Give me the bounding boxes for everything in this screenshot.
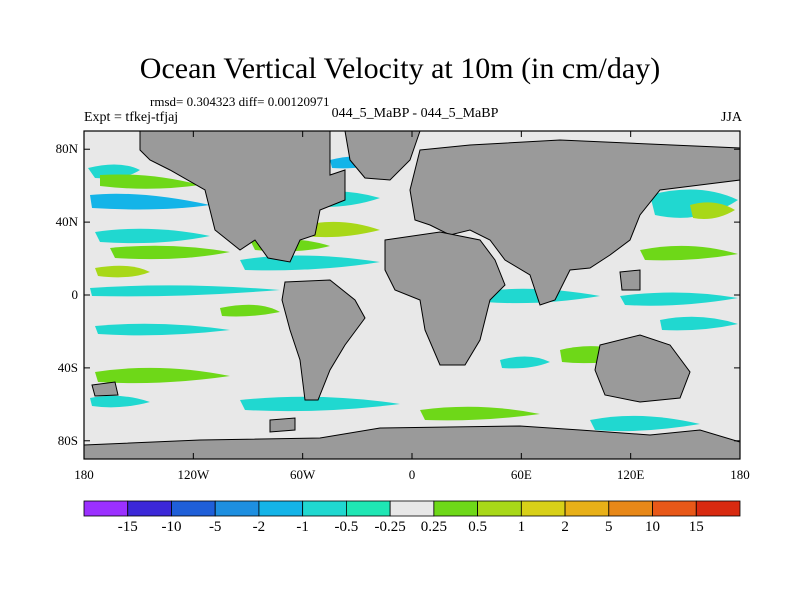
colorbar-tick-label: 15 <box>688 519 704 535</box>
anomaly-region <box>640 245 738 261</box>
colorbar-tick-label: 10 <box>645 519 661 535</box>
colorbar-tick-label: 0.5 <box>468 519 487 535</box>
anomaly-region <box>95 265 150 278</box>
x-tick-label: 180 <box>730 467 750 482</box>
anomaly-region <box>690 202 735 219</box>
landmass-australia <box>594 334 691 403</box>
anomaly-region <box>90 285 280 297</box>
anomaly-region <box>620 292 738 306</box>
colorbar-tick-label: -0.25 <box>374 519 406 535</box>
colorbar-bin <box>520 500 566 517</box>
y-tick-label: 40N <box>55 214 78 230</box>
colorbar-tick-label: -1 <box>296 519 309 535</box>
anomaly-region <box>90 193 210 210</box>
anomaly-region <box>240 396 400 412</box>
landmass-africa <box>384 231 506 366</box>
x-tick-label: 60E <box>510 467 532 482</box>
center-subtitle: 044_5_MaBP - 044_5_MaBP <box>331 106 499 121</box>
stats-line: rmsd= 0.304323 diff= 0.00120971 <box>150 94 330 109</box>
anomaly-region <box>95 367 230 384</box>
landmass-island <box>269 417 296 433</box>
colorbar-bin <box>214 500 260 517</box>
anomaly-region <box>660 316 738 331</box>
y-axis-ticks <box>84 148 740 442</box>
colorbar-bin <box>345 500 391 517</box>
colorbar-bin <box>608 500 653 517</box>
colorbar-bin <box>258 500 304 517</box>
colorbar-bin <box>564 500 610 517</box>
anomaly-region <box>590 415 700 432</box>
colorbar <box>83 500 741 517</box>
colorbar-tick-label: 1 <box>517 519 526 535</box>
anomaly-region <box>100 174 200 189</box>
x-axis-ticks <box>83 131 741 459</box>
colorbar-tick-label: -15 <box>117 519 138 535</box>
colorbar-bin <box>433 500 479 517</box>
colorbar-tick-label: -2 <box>252 519 266 535</box>
anomaly-region <box>300 221 380 238</box>
anomaly-region <box>95 228 210 244</box>
colorbar-bin <box>171 500 216 517</box>
colorbar-bin <box>302 500 347 517</box>
x-tick-label: 0 <box>408 467 416 482</box>
land-masses <box>83 130 741 460</box>
anomaly-region <box>110 245 230 260</box>
experiment-label: Expt = tfkej-tfjaj <box>84 110 179 125</box>
colorbar-bin <box>652 500 697 517</box>
colorbar-bin <box>83 500 129 517</box>
landmass-south-america <box>281 279 366 401</box>
landmass-island <box>619 269 641 291</box>
y-tick-label: 80S <box>57 432 78 448</box>
landmass-north-america <box>139 130 346 263</box>
colorbar-bin <box>695 500 741 517</box>
landmass-island <box>91 381 119 397</box>
colorbar-tick-label: 5 <box>605 519 613 535</box>
x-tick-label: 180 <box>74 467 94 482</box>
colorbar-bin <box>389 500 435 517</box>
anomaly-region <box>95 323 230 336</box>
x-tick-label: 120W <box>177 467 210 482</box>
colorbar-bin <box>477 500 522 517</box>
y-tick-label: 80N <box>55 141 78 157</box>
colorbar-bin <box>127 500 172 517</box>
x-tick-label: 120E <box>616 467 645 482</box>
anomaly-region <box>500 356 550 369</box>
y-tick-label: 0 <box>71 287 79 302</box>
x-tick-label: 60W <box>290 467 316 482</box>
colorbar-tick-label: 0.25 <box>420 519 447 535</box>
anomaly-region <box>420 406 540 421</box>
anomaly-region <box>220 304 280 317</box>
colorbar-tick-label: -0.5 <box>334 519 359 535</box>
colorbar-tick-label: 2 <box>561 519 569 535</box>
figure-title: Ocean Vertical Velocity at 10m (in cm/da… <box>139 52 661 85</box>
y-tick-label: 40S <box>57 359 78 375</box>
colorbar-tick-label: -10 <box>161 519 182 535</box>
anomaly-region <box>90 395 150 408</box>
colorbar-tick-label: -5 <box>208 519 222 535</box>
season-label: JJA <box>720 110 742 125</box>
